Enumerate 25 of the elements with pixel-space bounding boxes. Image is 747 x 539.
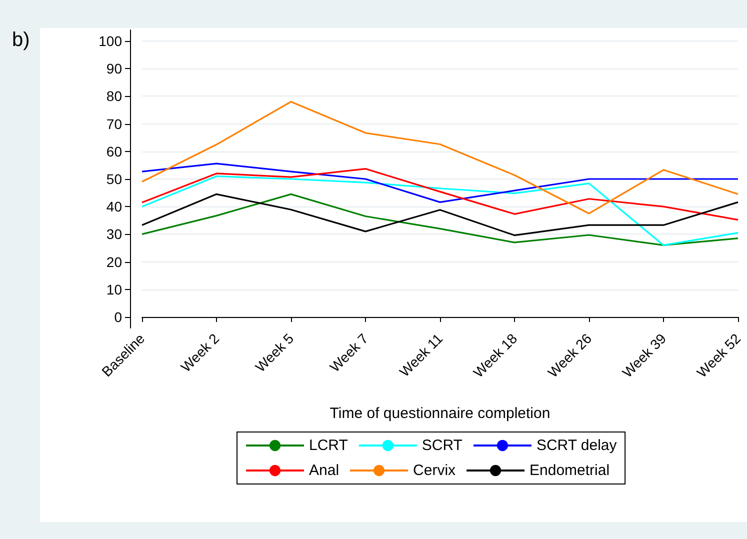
y-tick-label: 40	[106, 198, 122, 215]
y-tick-label: 30	[106, 226, 122, 242]
line-series	[141, 168, 739, 221]
y-tick-label: 50	[106, 171, 122, 187]
y-tick-label: 10	[106, 281, 122, 298]
legend-label: SCRT delay	[536, 437, 618, 454]
y-tick-label: 0	[114, 308, 122, 325]
text: b)	[12, 29, 30, 51]
y-tick-label: 60	[106, 143, 122, 160]
y-tick-label: 100	[98, 33, 122, 50]
line-series	[141, 193, 739, 246]
line-series	[141, 193, 739, 236]
legend-label: Cervix	[413, 462, 456, 479]
line-series	[141, 100, 739, 214]
y-tick-label: 90	[106, 60, 122, 77]
y-tick-label: 70	[106, 116, 122, 132]
legend-label: LCRT	[309, 437, 348, 454]
legend-label: Anal	[309, 462, 340, 479]
line-series	[141, 162, 739, 203]
y-tick-label: 20	[106, 254, 122, 270]
legend-label: SCRT	[422, 437, 462, 454]
y-tick-label: 80	[106, 88, 122, 104]
legend-label: Endometrial	[530, 462, 610, 479]
x-axis-title: Time of questionnaire completion	[330, 405, 550, 422]
line-series	[141, 175, 739, 246]
